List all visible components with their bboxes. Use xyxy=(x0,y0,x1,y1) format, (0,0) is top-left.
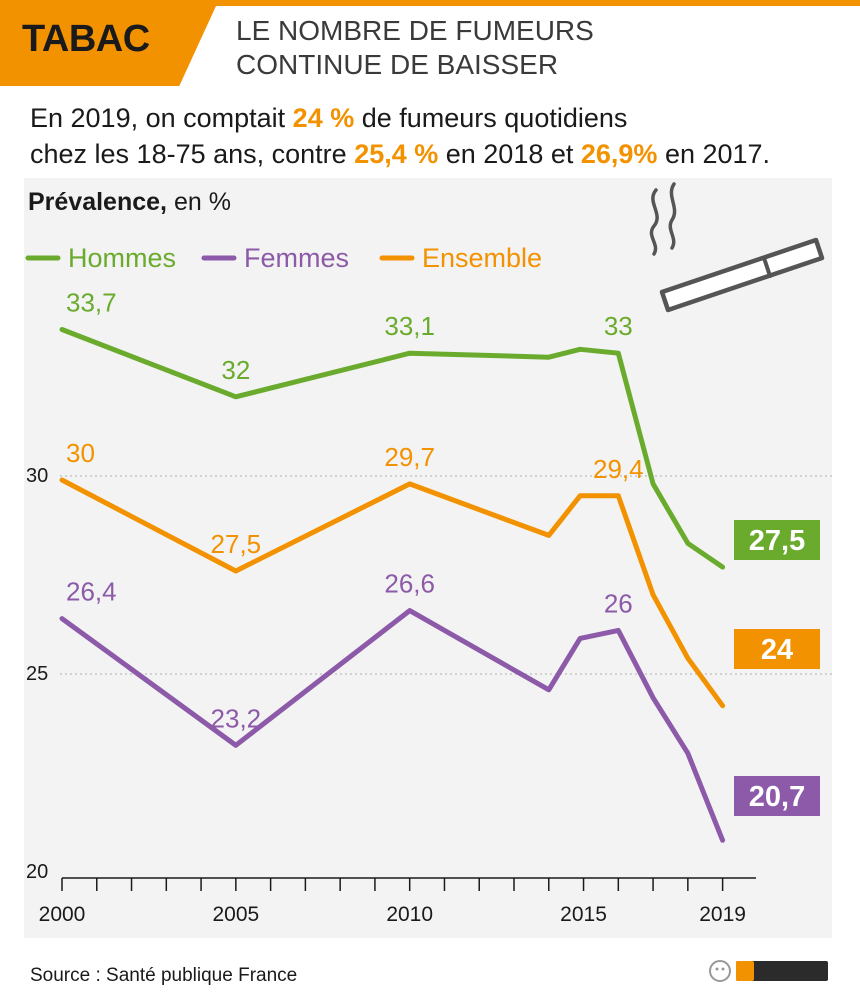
top-accent-bar xyxy=(0,0,860,6)
smoke-wisp-right xyxy=(668,182,677,250)
x-tick-label: 2015 xyxy=(560,903,607,926)
data-label-ensemble: 30 xyxy=(66,438,95,468)
cigarette-icon xyxy=(649,182,825,313)
cigarette-filter-line xyxy=(762,256,772,278)
brand-logo xyxy=(709,960,828,982)
chart-legend: Hommes Femmes Ensemble xyxy=(25,243,542,273)
prevalence-line-chart: Prévalence, en % Hommes Femmes Ensemble 30… xyxy=(25,182,832,926)
x-tick-label: 2019 xyxy=(699,903,746,926)
x-tick-label: 2000 xyxy=(39,903,86,926)
end-value-label-ensemble: 24 xyxy=(761,634,793,666)
headline-line-1: LE NOMBRE DE FUMEURS xyxy=(236,15,594,46)
end-value-label-femmes: 20,7 xyxy=(749,781,805,813)
intro-text: En 2019, on comptait 24 % de fumeurs quo… xyxy=(30,100,850,172)
data-label-ensemble: 29,7 xyxy=(384,442,435,472)
data-label-femmes: 23,2 xyxy=(211,703,262,733)
series-line-femmes xyxy=(59,608,726,843)
intro-highlight-2019: 24 % xyxy=(292,103,355,133)
data-label-ensemble: 27,5 xyxy=(211,529,262,559)
end-value-label-hommes: 27,5 xyxy=(749,525,805,557)
intro-line-1: En 2019, on comptait 24 % de fumeurs quo… xyxy=(30,100,850,136)
intro-highlight-2018: 25,4 % xyxy=(354,139,439,169)
data-label-femmes: 26,6 xyxy=(384,569,435,599)
data-label-hommes: 33,7 xyxy=(66,287,117,317)
category-tag xyxy=(0,6,216,86)
y-axis-label: Prévalence, en % xyxy=(28,188,231,216)
chart-series: 33,7 32 33,1 33 27,5 26,4 23,2 26,6 26 20,7 30 27,5… xyxy=(59,287,820,843)
cigarette-body xyxy=(659,237,825,313)
x-tick-label: 2010 xyxy=(386,903,433,926)
intro-text-part: de fumeurs quotidiens xyxy=(354,103,628,133)
data-label-hommes: 32 xyxy=(221,355,250,385)
x-tick-label: 2005 xyxy=(212,903,259,926)
legend-label-femmes: Femmes xyxy=(244,243,349,273)
intro-text-part: chez les 18-75 ans, contre xyxy=(30,139,355,169)
headline: LE NOMBRE DE FUMEURS CONTINUE DE BAISSER xyxy=(236,14,836,82)
intro-text-part: en 2017. xyxy=(657,139,771,169)
data-label-hommes: 33 xyxy=(604,311,633,341)
legend-label-ensemble: Ensemble xyxy=(422,243,542,273)
data-label-ensemble: 29,4 xyxy=(593,454,644,484)
headline-line-2: CONTINUE DE BAISSER xyxy=(236,49,559,80)
y-axis-label-bold: Prévalence, xyxy=(28,188,167,216)
y-tick-label: 20 xyxy=(26,861,48,883)
y-axis-label-unit: en % xyxy=(167,188,231,216)
intro-line-2: chez les 18-75 ans, contre 25,4 % en 201… xyxy=(30,136,850,172)
data-label-hommes: 33,1 xyxy=(384,311,435,341)
end-value-badge-femmes xyxy=(734,776,820,816)
intro-text-part: en 2018 et xyxy=(438,139,581,169)
y-tick-label: 30 xyxy=(26,465,48,487)
smoke-wisp-left xyxy=(649,188,659,256)
data-label-femmes: 26 xyxy=(604,588,633,618)
chart-panel: Prévalence, en % Hommes Femmes Ensemble 30… xyxy=(24,178,832,938)
intro-text-part: En 2019, on comptait xyxy=(30,103,293,133)
intro-highlight-2017: 26,9% xyxy=(580,139,658,169)
end-value-badge-hommes xyxy=(734,520,820,560)
y-tick-label: 25 xyxy=(26,663,48,685)
end-value-badge-ensemble xyxy=(734,629,820,669)
series-line-hommes xyxy=(59,327,726,570)
data-label-femmes: 26,4 xyxy=(66,577,117,607)
category-tag-label: TABAC xyxy=(22,18,150,60)
chart-axes: 30 25 20 2000 2005 2010 2015 2019 xyxy=(26,465,832,926)
legend-label-hommes: Hommes xyxy=(68,243,176,273)
source-note: Source : Santé publique France xyxy=(30,965,298,986)
series-line-ensemble xyxy=(59,477,726,709)
